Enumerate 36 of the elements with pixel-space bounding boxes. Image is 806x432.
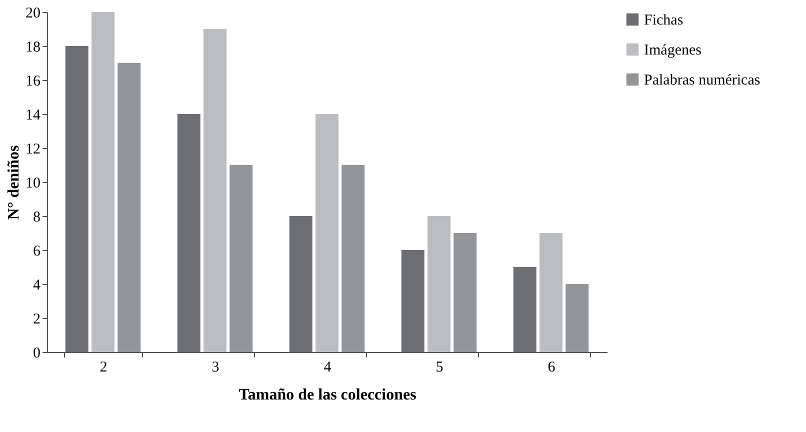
- y-tick-label: 4: [33, 278, 41, 294]
- bar: [428, 216, 450, 352]
- bar: [342, 165, 365, 352]
- bar: [540, 233, 562, 352]
- bar: [177, 114, 200, 352]
- bar: [454, 233, 477, 352]
- legend-label: Palabras numéricas: [644, 72, 760, 88]
- x-axis-title: Tamaño de las colecciones: [238, 386, 416, 404]
- bar: [118, 63, 141, 352]
- x-tick-label: 2: [100, 360, 108, 376]
- bar: [401, 250, 424, 352]
- bar: [92, 12, 114, 352]
- y-tick-label: 18: [26, 40, 40, 56]
- y-tick-label: 16: [26, 74, 41, 90]
- legend-label: Fichas: [644, 12, 684, 28]
- x-tick-label: 5: [436, 360, 444, 376]
- x-tick-label: 4: [324, 360, 332, 376]
- y-tick-label: 10: [26, 176, 40, 192]
- x-tick-label: 3: [212, 360, 220, 376]
- y-tick-label: 0: [33, 346, 40, 362]
- x-tick-label: 6: [548, 360, 556, 376]
- bar: [316, 114, 338, 352]
- y-tick-label: 14: [26, 108, 41, 124]
- y-tick-label: 6: [33, 244, 41, 260]
- y-axis-title: N° deniños: [6, 145, 22, 220]
- bar: [230, 165, 253, 352]
- bar: [566, 284, 589, 352]
- bar: [65, 46, 88, 352]
- bar: [513, 267, 536, 352]
- bar: [204, 29, 226, 352]
- y-tick-label: 20: [26, 6, 40, 22]
- bar: [289, 216, 312, 352]
- y-tick-label: 8: [33, 210, 40, 226]
- y-tick-label: 12: [26, 142, 40, 158]
- y-tick-label: 2: [33, 312, 40, 328]
- legend-label: Imágenes: [644, 42, 702, 58]
